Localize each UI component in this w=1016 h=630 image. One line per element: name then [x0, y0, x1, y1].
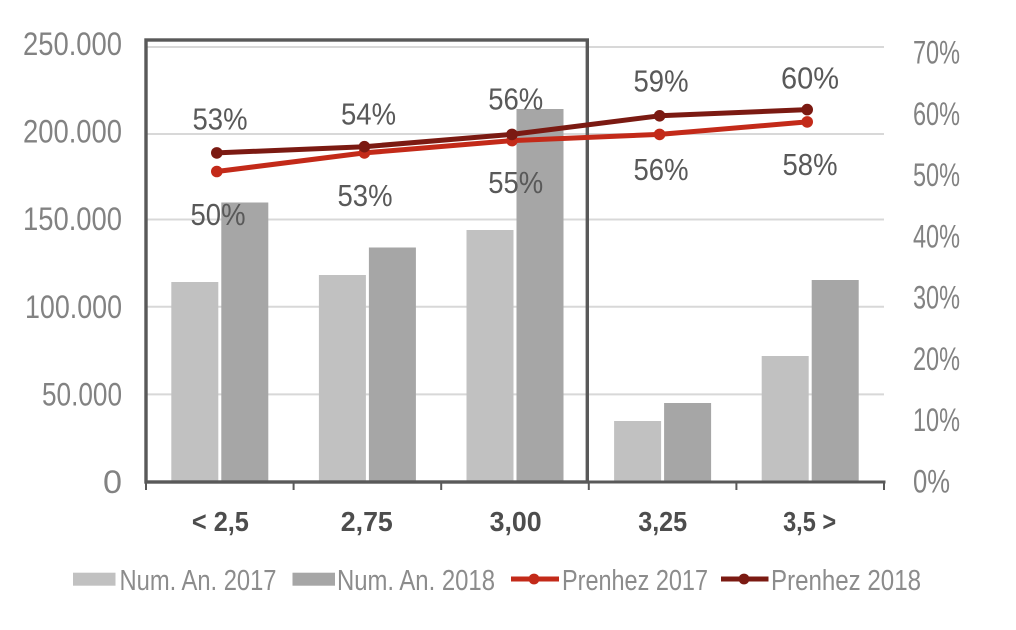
svg-text:Num. An. 2018: Num. An. 2018 [337, 565, 495, 597]
svg-text:Num. An. 2017: Num. An. 2017 [120, 565, 277, 597]
svg-text:< 2,5: < 2,5 [192, 506, 249, 537]
svg-text:30%: 30% [913, 280, 960, 316]
svg-text:250.000: 250.000 [23, 26, 122, 62]
svg-text:Prenhez 2018: Prenhez 2018 [771, 565, 921, 597]
svg-text:10%: 10% [913, 402, 960, 438]
svg-text:53%: 53% [193, 102, 248, 137]
svg-text:200.000: 200.000 [23, 114, 122, 150]
svg-text:60%: 60% [913, 96, 960, 132]
svg-text:50%: 50% [913, 157, 960, 193]
svg-text:3,00: 3,00 [490, 506, 542, 537]
svg-text:0: 0 [103, 464, 122, 500]
svg-text:150.000: 150.000 [23, 201, 122, 237]
svg-text:56%: 56% [488, 82, 543, 117]
svg-text:58%: 58% [783, 147, 838, 182]
svg-text:100.000: 100.000 [25, 289, 122, 325]
svg-text:3,5 >: 3,5 > [783, 506, 836, 537]
svg-text:0%: 0% [913, 464, 950, 500]
svg-text:2,75: 2,75 [341, 506, 393, 537]
svg-text:53%: 53% [338, 178, 393, 213]
svg-text:50%: 50% [191, 197, 246, 232]
svg-text:56%: 56% [634, 152, 689, 187]
svg-text:50.000: 50.000 [42, 376, 122, 412]
svg-text:60%: 60% [781, 61, 839, 96]
svg-text:3,25: 3,25 [638, 506, 687, 537]
svg-text:55%: 55% [488, 165, 543, 200]
svg-text:59%: 59% [634, 64, 689, 99]
svg-text:54%: 54% [341, 97, 396, 132]
svg-text:Prenhez 2017: Prenhez 2017 [562, 565, 708, 597]
svg-text:70%: 70% [913, 35, 960, 71]
svg-text:40%: 40% [913, 218, 960, 254]
svg-text:20%: 20% [913, 341, 960, 377]
